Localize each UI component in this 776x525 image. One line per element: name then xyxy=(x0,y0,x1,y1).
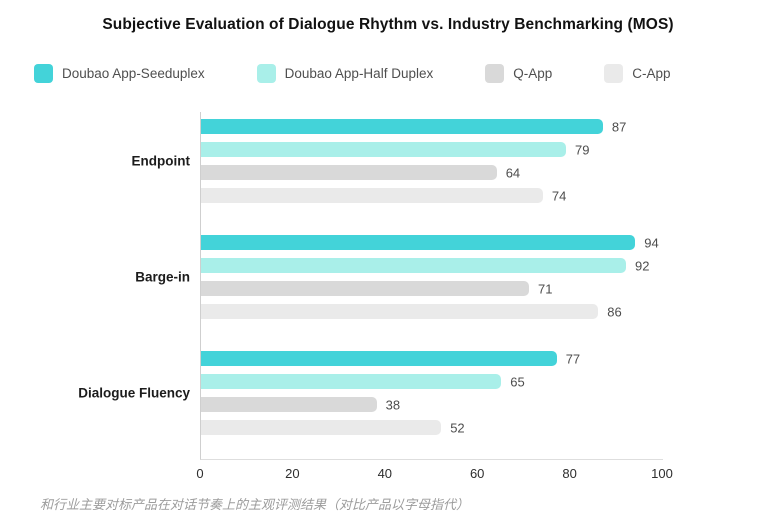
bar-value-label: 94 xyxy=(644,235,659,250)
legend-swatch xyxy=(604,63,624,83)
bar-value-label: 65 xyxy=(510,374,525,389)
category-label: Dialogue Fluency xyxy=(78,385,190,401)
x-tick-label: 80 xyxy=(562,466,577,481)
bar xyxy=(201,281,529,296)
plot-area: 87 79 64 74 94 92 71 86 77 65 38 52 xyxy=(200,112,663,460)
category-labels: Endpoint Barge-in Dialogue Fluency xyxy=(0,112,190,459)
bar xyxy=(201,165,497,180)
bar xyxy=(201,304,599,319)
bar-value-label: 86 xyxy=(607,304,622,319)
legend-label: Doubao App-Seeduplex xyxy=(62,65,205,81)
legend-swatch xyxy=(256,63,276,83)
chart-title: Subjective Evaluation of Dialogue Rhythm… xyxy=(102,16,674,33)
legend-label: Doubao App-Half Duplex xyxy=(284,65,434,81)
legend-label: C-App xyxy=(632,65,671,81)
x-axis-ticks: 0 20 40 60 80 100 xyxy=(196,459,672,483)
legend-swatch xyxy=(34,63,53,83)
x-tick-label: 100 xyxy=(651,466,673,481)
bar-value-label: 38 xyxy=(385,397,401,412)
bar-value-label: 71 xyxy=(538,281,553,296)
bar xyxy=(201,142,566,157)
bar xyxy=(201,235,636,250)
bar-value-label: 74 xyxy=(551,188,567,203)
bar xyxy=(201,119,603,134)
bar-value-label: 52 xyxy=(450,420,465,435)
bar xyxy=(201,420,442,435)
bar-value-label: 77 xyxy=(565,351,581,366)
bar-value-label: 64 xyxy=(505,165,521,180)
bar-value-label: 79 xyxy=(575,142,590,157)
legend: Doubao App-Seeduplex Doubao App-Half Dup… xyxy=(34,62,671,84)
bar-value-label: 92 xyxy=(635,258,650,273)
bar xyxy=(201,397,377,412)
legend-item-half-duplex: Doubao App-Half Duplex xyxy=(256,63,434,83)
legend-label: Q-App xyxy=(513,65,553,81)
legend-item-seeduplex: Doubao App-Seeduplex xyxy=(34,63,205,83)
category-label: Barge-in xyxy=(135,269,190,285)
bar xyxy=(201,188,543,203)
bar xyxy=(201,374,502,389)
x-tick-label: 40 xyxy=(377,466,393,481)
x-tick-label: 20 xyxy=(285,466,300,481)
bar xyxy=(201,351,557,366)
x-tick-label: 60 xyxy=(469,466,485,481)
legend-item-c-app: C-App xyxy=(604,63,671,83)
caption: 和行业主要对标产品在对话节奏上的主观评测结果（对比产品以字母指代） xyxy=(40,497,470,512)
legend-swatch xyxy=(485,63,505,83)
bar-value-label: 87 xyxy=(611,119,627,134)
legend-item-q-app: Q-App xyxy=(485,63,553,83)
bar xyxy=(201,258,626,273)
x-tick-label: 0 xyxy=(196,466,204,481)
category-label: Endpoint xyxy=(131,153,190,169)
